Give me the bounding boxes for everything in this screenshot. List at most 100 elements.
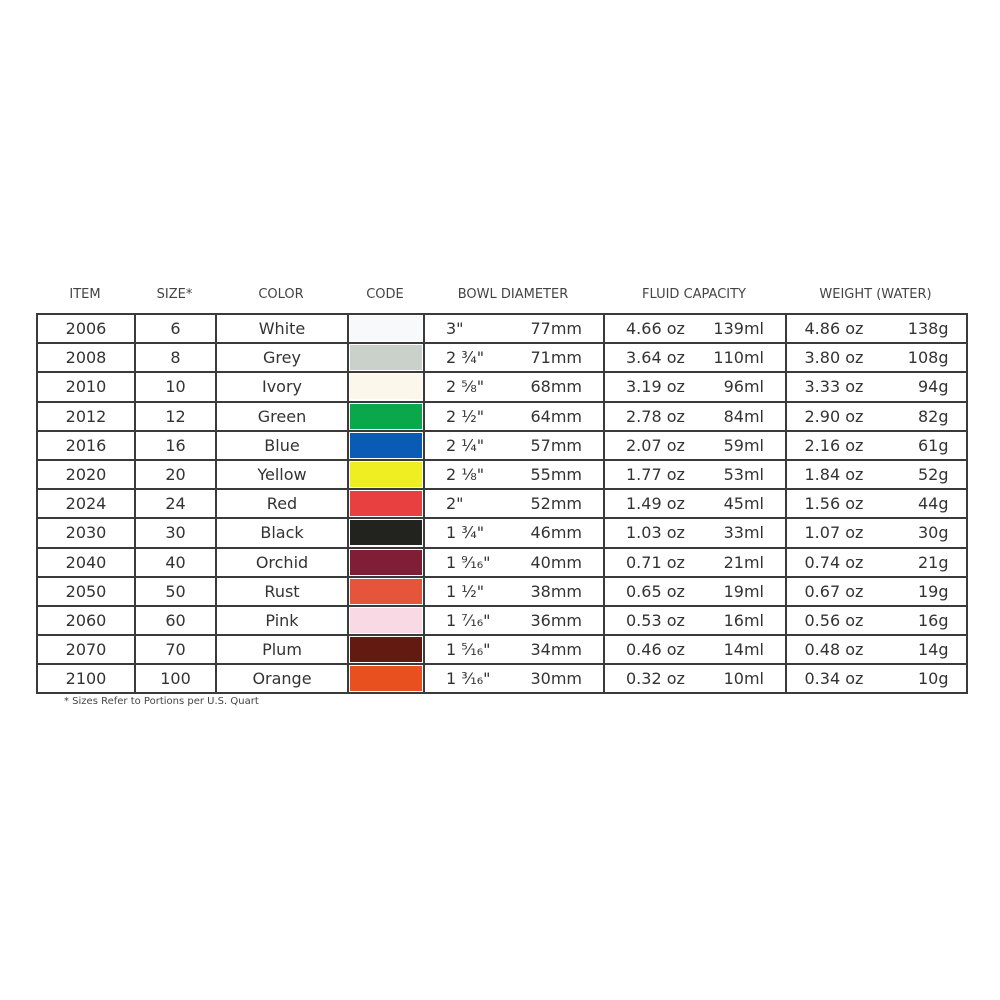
fluid-capacity-metric: 110ml [713,348,764,368]
size-chart-table: 2006 6 White 3" 77mm 4.66 oz 139ml 4.86 oz 138g 2… [36,312,968,695]
fluid-capacity-metric: 45ml [723,494,764,514]
bowl-diameter: 2 ⅛" 55mm [423,458,605,491]
size: 30 [134,517,217,549]
size: 10 [134,371,217,403]
fluid-capacity-metric: 14ml [723,640,764,660]
color-swatch [350,549,422,575]
fluid-capacity-imperial: 3.64 oz [626,348,685,368]
item-number: 2016 [36,429,136,461]
color-name: Blue [215,429,349,461]
fluid-capacity-imperial: 0.71 oz [626,552,685,572]
fluid-capacity-metric: 84ml [723,406,764,426]
table-row: 2100 100 Orange 1 ³⁄₁₆" 30mm 0.32 oz 10ml 0.34 … [36,663,968,695]
weight-imperial: 0.48 oz [804,640,864,660]
fluid-capacity-metric: 53ml [723,465,764,485]
bowl-diameter-metric: 46mm [530,523,582,543]
weight: 3.33 oz 94g [785,371,968,403]
color-code [347,634,425,666]
fluid-capacity-metric: 139ml [713,319,764,339]
fluid-capacity: 3.19 oz 96ml [603,371,787,403]
bowl-diameter-metric: 55mm [530,465,582,485]
size: 16 [134,429,217,461]
color-code [347,312,425,345]
bowl-diameter-metric: 57mm [530,435,582,455]
fluid-capacity-imperial: 2.78 oz [626,406,685,426]
bowl-diameter-imperial: 1 ⁵⁄₁₆" [446,640,491,660]
size: 12 [134,400,217,432]
color-swatch [350,345,422,371]
footnote: * Sizes Refer to Portions per U.S. Quart [64,696,259,707]
weight-imperial: 2.16 oz [804,435,864,455]
fluid-capacity-imperial: 2.07 oz [626,435,685,455]
fluid-capacity: 0.46 oz 14ml [603,634,787,666]
color-name: Black [215,517,349,549]
color-swatch [350,374,422,400]
weight-metric: 16g [917,610,949,630]
fluid-capacity: 3.64 oz 110ml [603,342,787,374]
weight-imperial: 2.90 oz [804,406,864,426]
color-name: Rust [215,575,349,607]
weight-metric: 21g [917,552,949,572]
weight: 1.84 oz 52g [785,458,968,491]
color-code [347,371,425,403]
color-code [347,604,425,637]
weight: 3.80 oz 108g [785,342,968,374]
item-number: 2100 [36,663,136,695]
header-weight: WEIGHT (WATER) [819,287,932,302]
item-number: 2008 [36,342,136,374]
bowl-diameter-imperial: 2 ⅛" [446,465,485,485]
table-row: 2006 6 White 3" 77mm 4.66 oz 139ml 4.86 oz 138g [36,312,968,345]
table-row: 2020 20 Yellow 2 ⅛" 55mm 1.77 oz 53ml 1.84 oz 52… [36,458,968,491]
weight: 4.86 oz 138g [785,312,968,345]
color-code [347,458,425,491]
item-number: 2006 [36,312,136,345]
fluid-capacity: 1.77 oz 53ml [603,458,787,491]
color-name: Orchid [215,546,349,578]
size: 70 [134,634,217,666]
fluid-capacity: 0.32 oz 10ml [603,663,787,695]
color-swatch [350,316,422,342]
size: 24 [134,488,217,520]
weight-imperial: 0.56 oz [804,610,864,630]
item-number: 2070 [36,634,136,666]
weight-imperial: 4.86 oz [804,319,864,339]
bowl-diameter-metric: 30mm [530,669,582,689]
bowl-diameter-imperial: 2 ¾" [446,348,485,368]
fluid-capacity-imperial: 1.03 oz [626,523,685,543]
weight-imperial: 1.56 oz [804,494,864,514]
table-row: 2010 10 Ivory 2 ⅝" 68mm 3.19 oz 96ml 3.33 oz 94g [36,371,968,403]
fluid-capacity: 0.65 oz 19ml [603,575,787,607]
color-name: Ivory [215,371,349,403]
weight-metric: 19g [917,581,949,601]
bowl-diameter-imperial: 1 ¾" [446,523,485,543]
bowl-diameter: 2 ½" 64mm [423,400,605,432]
item-number: 2020 [36,458,136,491]
table-row: 2030 30 Black 1 ¾" 46mm 1.03 oz 33ml 1.07 oz 30g [36,517,968,549]
weight-metric: 108g [907,348,949,368]
weight: 1.56 oz 44g [785,488,968,520]
table-row: 2016 16 Blue 2 ¼" 57mm 2.07 oz 59ml 2.16 oz 61g [36,429,968,461]
fluid-capacity: 4.66 oz 139ml [603,312,787,345]
bowl-diameter-metric: 64mm [530,406,582,426]
weight-metric: 44g [917,494,949,514]
bowl-diameter: 1 ⁵⁄₁₆" 34mm [423,634,605,666]
color-name: Green [215,400,349,432]
fluid-capacity-imperial: 1.77 oz [626,465,685,485]
weight-imperial: 1.84 oz [804,465,864,485]
bowl-diameter-metric: 71mm [530,348,582,368]
bowl-diameter-metric: 68mm [530,377,582,397]
header-size: SIZE* [156,287,193,302]
fluid-capacity-imperial: 0.53 oz [626,610,685,630]
color-swatch [350,491,422,517]
table-header: ITEM SIZE* COLOR CODE BOWL DIAMETER FLUI… [36,287,966,305]
header-fluid-capacity: FLUID CAPACITY [642,287,746,302]
weight: 0.34 oz 10g [785,663,968,695]
weight: 0.67 oz 19g [785,575,968,607]
weight: 0.56 oz 16g [785,604,968,637]
bowl-diameter: 2 ⅝" 68mm [423,371,605,403]
weight-imperial: 1.07 oz [804,523,864,543]
fluid-capacity-imperial: 0.32 oz [626,669,685,689]
color-name: White [215,312,349,345]
size: 60 [134,604,217,637]
bowl-diameter-imperial: 2 ½" [446,406,485,426]
